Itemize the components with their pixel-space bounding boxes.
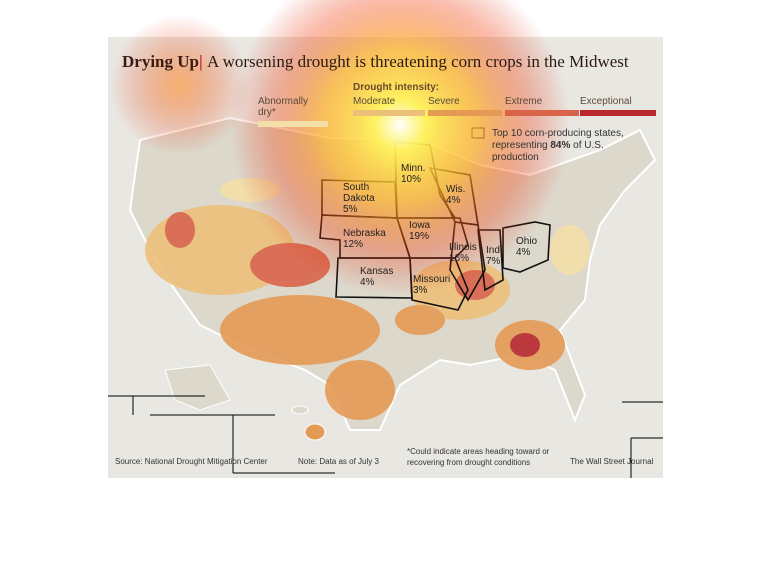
heat-overlay bbox=[230, 0, 570, 295]
legend-item: Extreme bbox=[505, 96, 579, 116]
legend-swatch bbox=[580, 110, 656, 116]
state-label: Ind. 7% bbox=[486, 245, 521, 267]
title-text: Drying Up bbox=[122, 52, 199, 71]
state-share: 16% bbox=[449, 253, 470, 264]
legend-label: Moderate bbox=[353, 96, 396, 107]
legend-item: Exceptional bbox=[580, 96, 656, 116]
title: Drying Up| A worsening drought is threat… bbox=[122, 52, 629, 71]
drought-areas bbox=[145, 178, 590, 420]
legend-item: Moderate bbox=[353, 96, 425, 116]
legend-item: Severe bbox=[428, 96, 502, 116]
subtitle: A worsening drought is threatening corn … bbox=[206, 52, 629, 71]
state-label: South Dakota 5% bbox=[343, 182, 393, 215]
state-label: Wis. 4% bbox=[446, 184, 486, 206]
footnote: *Could indicate areas heading toward or … bbox=[407, 447, 550, 467]
state-label: Illinois 16% bbox=[449, 242, 494, 264]
legend-label: Severe bbox=[428, 96, 460, 107]
state-name: Ind. bbox=[486, 245, 503, 256]
legend-item: Abnormally dry* bbox=[258, 96, 328, 127]
legend-label: Extreme bbox=[505, 96, 543, 107]
state-label: Iowa 19% bbox=[409, 220, 449, 242]
key-text: Top 10 corn-producing states, representi… bbox=[492, 128, 624, 151]
state-name: Minn. bbox=[401, 163, 426, 174]
artifact-lines bbox=[108, 395, 663, 478]
heat-overlay bbox=[110, 15, 250, 155]
state-name: South Dakota bbox=[343, 182, 375, 204]
state-share: 3% bbox=[413, 285, 428, 296]
state-share: 10% bbox=[401, 174, 422, 185]
state-label: Missouri 3% bbox=[413, 274, 463, 296]
state-share: 4% bbox=[516, 247, 531, 258]
legend-label: Abnormally dry* bbox=[258, 96, 309, 118]
key-text: of U.S. production bbox=[492, 140, 604, 163]
state-share: 5% bbox=[343, 204, 358, 215]
credit: The Wall Street Journal bbox=[570, 457, 654, 466]
legend-swatch bbox=[353, 110, 425, 116]
state-name: Nebraska bbox=[343, 228, 386, 239]
key-note: Top 10 corn-producing states, representi… bbox=[492, 128, 632, 164]
alaska-hawaii bbox=[164, 364, 326, 441]
legend-swatch bbox=[428, 110, 502, 116]
state-share: 4% bbox=[446, 195, 461, 206]
state-name: Illinois bbox=[449, 242, 477, 253]
state-name: Kansas bbox=[360, 266, 394, 277]
state-name: Ohio bbox=[516, 236, 538, 247]
legend-label: Exceptional bbox=[580, 96, 632, 107]
state-label: Minn. 10% bbox=[401, 163, 441, 185]
state-share: 7% bbox=[486, 256, 501, 267]
legend-title: Drought intensity: bbox=[353, 82, 440, 93]
state-share: 4% bbox=[360, 277, 375, 288]
state-name: Missouri bbox=[413, 274, 451, 285]
state-share: 19% bbox=[409, 231, 430, 242]
legend-swatch bbox=[258, 121, 328, 127]
legend-swatch bbox=[505, 110, 579, 116]
state-name: Iowa bbox=[409, 220, 431, 231]
state-label: Kansas 4% bbox=[360, 266, 410, 288]
key-bold: 84% bbox=[550, 140, 571, 151]
state-name: Wis. bbox=[446, 184, 466, 195]
state-label: Nebraska 12% bbox=[343, 228, 403, 250]
state-label: Ohio 4% bbox=[516, 236, 551, 258]
state-share: 12% bbox=[343, 239, 364, 250]
source: Source: National Drought Mitigation Cent… bbox=[115, 457, 268, 466]
note: Note: Data as of July 3 bbox=[298, 457, 379, 466]
